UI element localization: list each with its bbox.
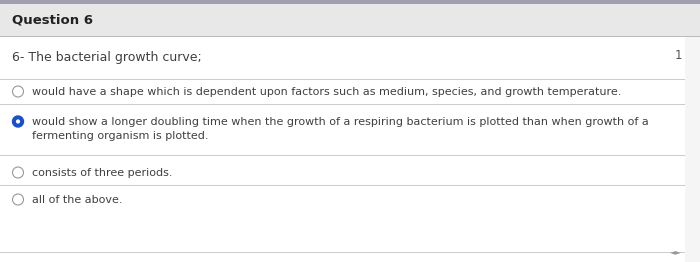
Bar (0, 155, 685, 156)
Bar (0, 37, 685, 262)
Circle shape (13, 116, 24, 127)
Text: 1: 1 (675, 49, 682, 62)
Bar (685, 37, 700, 262)
Bar (0, 79, 685, 80)
Text: ◄►: ◄► (671, 247, 682, 256)
Circle shape (13, 194, 24, 205)
Text: would show a longer doubling time when the growth of a respiring bacterium is pl: would show a longer doubling time when t… (32, 117, 649, 141)
Bar (0, 36, 700, 37)
Circle shape (13, 167, 24, 178)
Text: would have a shape which is dependent upon factors such as medium, species, and : would have a shape which is dependent up… (32, 87, 622, 97)
Bar (0, 0, 700, 4)
Bar (0, 252, 685, 253)
Text: all of the above.: all of the above. (32, 195, 122, 205)
Text: Question 6: Question 6 (12, 14, 93, 26)
Circle shape (13, 86, 24, 97)
Bar (0, 4, 700, 36)
Bar (0, 104, 685, 105)
Text: consists of three periods.: consists of three periods. (32, 168, 172, 178)
Circle shape (16, 119, 20, 124)
Bar (0, 185, 685, 186)
Text: 6- The bacterial growth curve;: 6- The bacterial growth curve; (12, 51, 202, 64)
